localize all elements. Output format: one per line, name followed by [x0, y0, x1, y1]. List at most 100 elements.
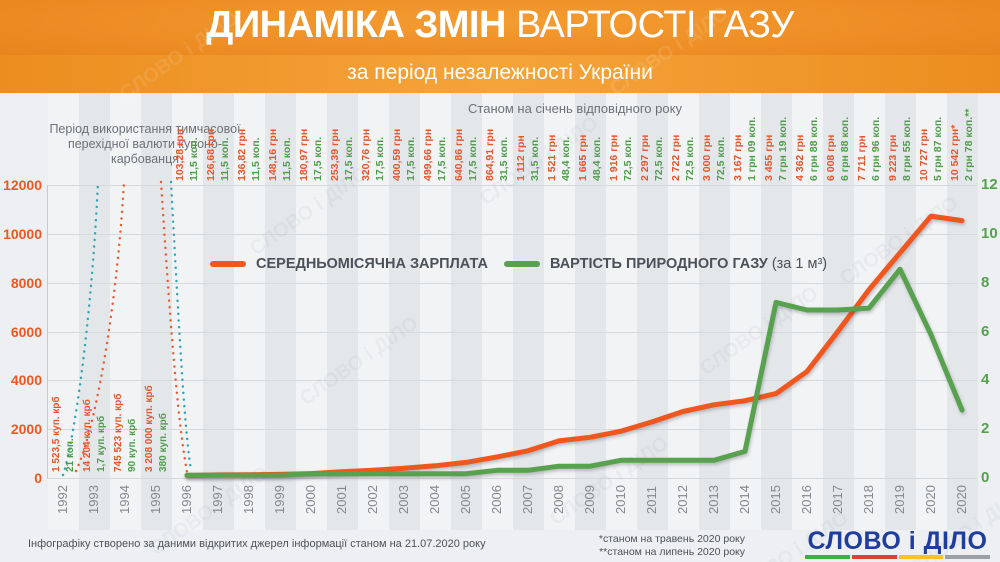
logo-stripe-segment [945, 555, 990, 559]
y-axis-tick-right: 8 [981, 273, 990, 291]
gas-value-label: 11,5 коп. [188, 137, 200, 181]
salary-value-label: 4 362 грн [794, 134, 806, 181]
y-axis-tick-left: 10000 [3, 225, 42, 242]
gas-line-swatch [503, 261, 540, 267]
x-axis-tick: 2014 [737, 485, 752, 514]
gas-value-label: 72,5 коп. [715, 136, 727, 181]
x-axis-tick: 2007 [520, 485, 535, 514]
salary-value-label: 640,86 грн [453, 128, 465, 181]
salary-line-swatch [210, 261, 246, 267]
note-as-of-january: Станом на січень відповідного року [468, 101, 682, 116]
logo-stripe [805, 555, 990, 559]
gas-value-label: 17,5 коп. [343, 136, 355, 181]
salary-value-label: 320,76 грн [360, 128, 372, 181]
kupon-gas-label: 90 куп. крб [127, 418, 138, 472]
x-axis-tick: 2013 [706, 485, 721, 514]
y-axis-tick-left: 2000 [10, 421, 42, 438]
logo-stripe-segment [898, 555, 944, 559]
gas-value-label: 6 грн 88 коп. [839, 116, 851, 181]
footer-asterisk-notes: *станом на травень 2020 року **станом на… [545, 533, 745, 558]
kupon-salary-label: 14 204 куп. крб [82, 399, 93, 472]
x-axis-tick: 2015 [768, 485, 783, 514]
x-axis-tick: 2019 [892, 485, 907, 514]
salary-value-label: 1 916 грн [608, 134, 620, 181]
x-axis-tick: 1992 [55, 485, 70, 514]
legend-label-suffix: (за 1 м³) [767, 256, 828, 272]
x-axis-tick: 2003 [396, 485, 411, 514]
kupon-salary-label: 1 523,5 куп. крб [51, 396, 62, 472]
salary-value-label: 1 112 грн [515, 135, 527, 181]
salary-value-label: 1 521 грн [546, 134, 558, 181]
y-axis-tick-right: 12 [981, 176, 998, 193]
gas-value-label: 8 грн 55 коп. [901, 116, 913, 181]
y-axis-tick-right: 0 [981, 469, 990, 486]
x-axis-tick: 1998 [241, 485, 256, 514]
x-axis-tick: 1996 [179, 485, 194, 514]
gas-value-label: 1 грн 09 коп. [746, 116, 758, 181]
x-axis-tick: 2020 [923, 485, 938, 514]
gas-value-label: 11,5 коп. [219, 137, 231, 181]
gas-value-label: 17,5 коп. [312, 136, 324, 181]
gas-value-label: 7 грн 19 коп. [777, 116, 789, 181]
header-band: ДИНАМІКА ЗМІН ВАРТОСТІ ГАЗУ [0, 0, 1000, 55]
x-axis-tick: 2000 [303, 485, 318, 514]
legend-item-salary: СЕРЕДНЬОМІСЯЧНА ЗАРПЛАТА [210, 256, 488, 272]
logo-text: СЛОВО і ДІЛО [807, 527, 988, 555]
legend: СЕРЕДНЬОМІСЯЧНА ЗАРПЛАТА ВАРТІСТЬ ПРИРОДН… [210, 256, 827, 272]
gas-value-label: 17,5 коп. [467, 136, 479, 181]
gridline [47, 282, 977, 284]
page-title: ДИНАМІКА ЗМІН ВАРТОСТІ ГАЗУ [0, 4, 1000, 47]
note-kupon-period: Період використання тимчасової перехідно… [49, 122, 241, 166]
page-title-bold: ДИНАМІКА ЗМІН [206, 4, 506, 46]
salary-value-label: 1 665 грн [577, 134, 589, 181]
y-axis-tick-left: 0 [34, 470, 42, 486]
kupon-gas-label: 380 куп. крб [158, 413, 169, 472]
salary-value-label: 103,28 грн [174, 128, 186, 181]
kupon-salary-label: 745 523 куп. крб [113, 393, 124, 472]
page-title-rest: ВАРТОСТІ ГАЗУ [505, 4, 794, 46]
gas-value-label: 31,5 коп. [498, 136, 510, 181]
kupon-salary-label: 3 208 000 куп. крб [144, 385, 155, 472]
salary-value-label: 9 223 грн [887, 134, 899, 181]
y-axis-tick-right: 4 [981, 371, 990, 389]
salary-value-label: 864,91 грн [484, 128, 496, 181]
gas-value-label: 48,4 коп. [560, 136, 572, 181]
footer-note-july: **станом на липень 2020 року [599, 545, 745, 558]
salary-value-label: 126,68 грн [205, 128, 217, 181]
x-axis-tick: 1995 [148, 485, 163, 514]
y-axis-tick-left: 8000 [10, 274, 42, 291]
gas-value-label: 11,5 коп. [250, 137, 262, 181]
salary-value-label: 3 455 грн [763, 134, 775, 181]
salary-value-label: 2 722 грн [670, 134, 682, 181]
salary-value-label: 10 542 грн* [949, 124, 961, 181]
y-axis-tick-right: 2 [981, 420, 990, 438]
x-axis-tick: 2010 [613, 485, 628, 514]
subheader-band: за період незалежності України [0, 55, 1000, 93]
salary-value-label: 180,97 грн [298, 128, 310, 181]
footer-note-may: *станом на травень 2020 року [598, 533, 745, 545]
gas-value-label: 72,5 коп. [622, 136, 634, 181]
salary-value-label: 499,66 грн [422, 128, 434, 181]
gas-value-label: 17,5 коп. [405, 136, 417, 181]
kupon-gas-label: 21 коп. [65, 438, 76, 472]
x-axis-tick: 1999 [272, 485, 287, 514]
gas-value-label: 31,5 коп. [529, 136, 541, 181]
gas-value-label: 72,5 коп. [684, 136, 696, 181]
gas-value-label: 2 грн 78 коп.** [963, 108, 975, 181]
gas-value-label: 6 грн 88 коп. [808, 116, 820, 181]
salary-value-label: 148,16 грн [267, 128, 279, 181]
x-axis-tick: 2009 [582, 485, 597, 514]
gas-value-label: 72,5 коп. [653, 136, 665, 181]
x-axis-tick: 2018 [861, 485, 876, 514]
y-axis-tick-left: 4000 [10, 372, 42, 389]
logo-stripe-segment [851, 555, 897, 559]
y-axis-tick-right: 10 [981, 224, 998, 242]
x-axis-tick: 2016 [799, 485, 814, 514]
y-axis-tick-right: 6 [981, 322, 990, 340]
logo-stripe-segment [805, 555, 850, 559]
gas-value-label: 17,5 коп. [374, 136, 386, 181]
x-axis-tick: 2001 [334, 485, 349, 514]
salary-value-label: 3 167 грн [732, 134, 744, 181]
x-axis-tick: 1997 [210, 485, 225, 514]
